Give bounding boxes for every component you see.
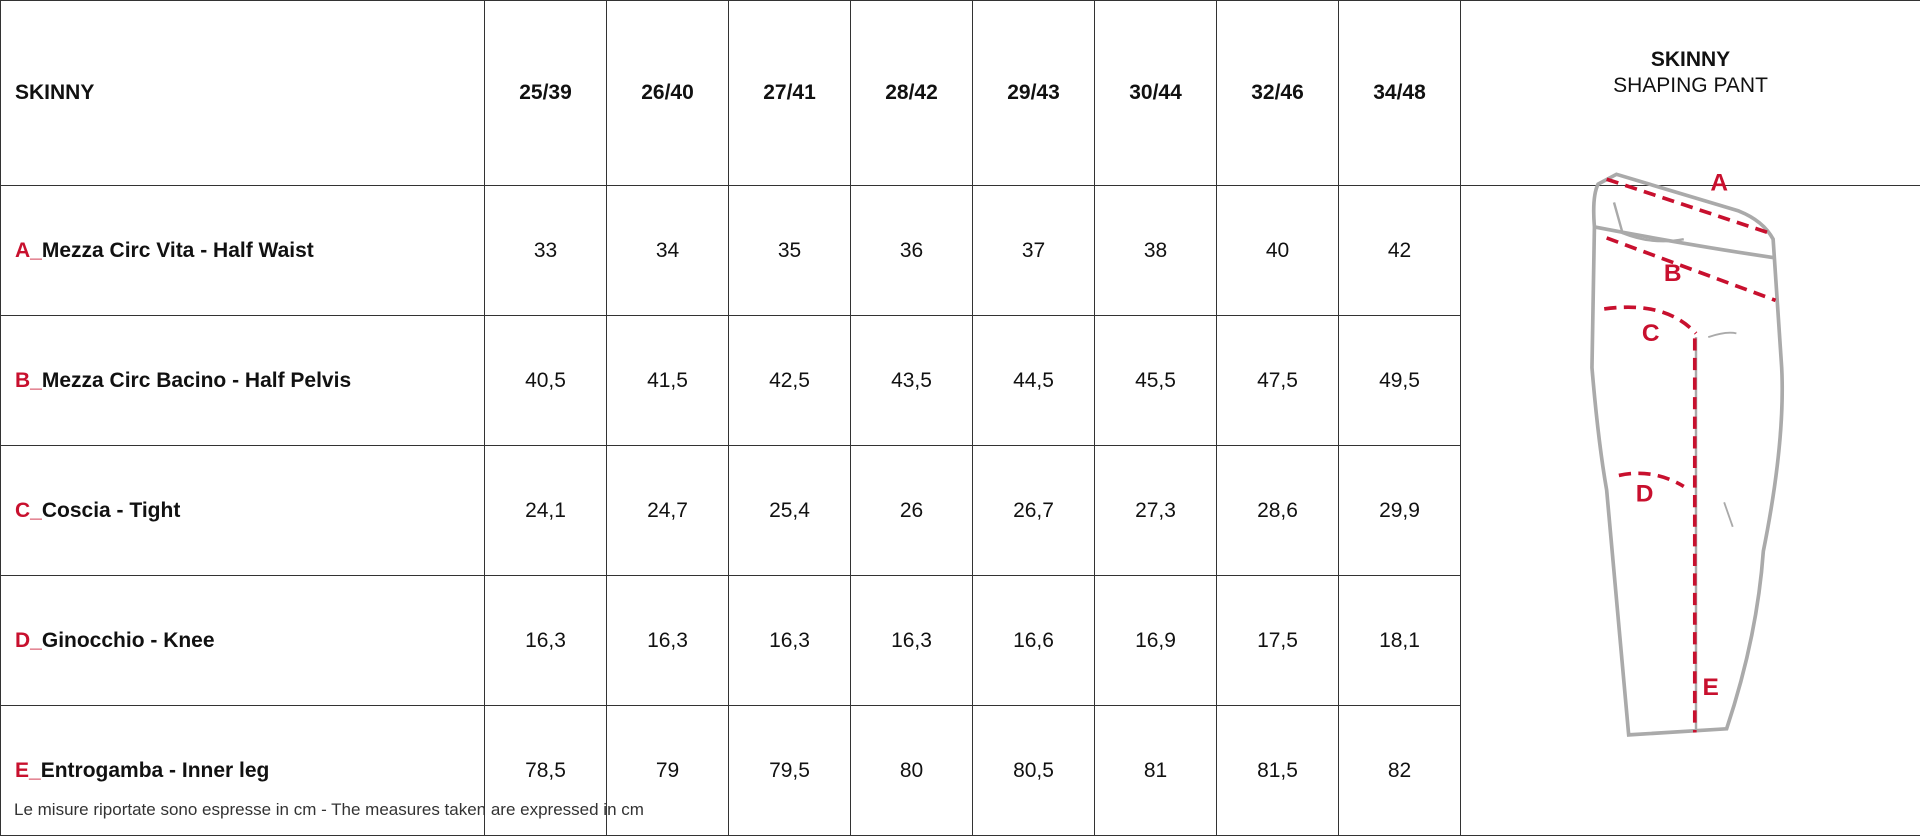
measure-value: 28,6	[1216, 445, 1339, 576]
measure-label: C_Coscia - Tight	[0, 445, 485, 576]
measure-value: 16,6	[972, 575, 1095, 706]
measure-value: 80	[850, 705, 973, 836]
size-header: 29/43	[972, 0, 1095, 186]
measure-row: E_Entrogamba - Inner leg 78,5 79 79,5 80 80,5…	[0, 705, 1920, 836]
size-header: 32/46	[1216, 0, 1339, 186]
measure-value: 16,3	[728, 575, 851, 706]
size-header: 27/41	[728, 0, 851, 186]
measure-label: A_Mezza Circ Vita - Half Waist	[0, 185, 485, 316]
measure-value: 29,9	[1338, 445, 1461, 576]
header-row: SKINNY 25/39 26/40 27/41 28/42 29/43 30/44 32/…	[0, 0, 1920, 186]
measure-value: 27,3	[1094, 445, 1217, 576]
measure-letter: B_	[15, 368, 42, 392]
measure-value: 26,7	[972, 445, 1095, 576]
size-header: 34/48	[1338, 0, 1461, 186]
measure-value: 37	[972, 185, 1095, 316]
measure-value: 45,5	[1094, 315, 1217, 446]
measure-value: 16,3	[606, 575, 729, 706]
measure-letter: D_	[15, 628, 42, 652]
measure-value: 42,5	[728, 315, 851, 446]
measure-value: 18,1	[1338, 575, 1461, 706]
measure-value: 79	[606, 705, 729, 836]
measure-value: 38	[1094, 185, 1217, 316]
product-title: SKINNY	[1650, 48, 1731, 71]
pants-outline	[1590, 172, 1785, 737]
measure-name: Ginocchio - Knee	[41, 628, 215, 652]
product-subtitle: SHAPING PANT	[1613, 74, 1768, 97]
diagram-label: A	[1710, 170, 1728, 197]
measure-value: 41,5	[606, 315, 729, 446]
size-header: 28/42	[850, 0, 973, 186]
measure-value: 17,5	[1216, 575, 1339, 706]
diagram-label: C	[1642, 320, 1660, 347]
measure-value: 47,5	[1216, 315, 1339, 446]
measure-row: B_Mezza Circ Bacino - Half Pelvis 40,5 41,…	[0, 315, 1920, 446]
measure-value: 78,5	[484, 705, 607, 836]
measure-letter: C_	[15, 498, 42, 522]
measure-label: E_Entrogamba - Inner leg	[0, 705, 485, 836]
measure-value: 42	[1338, 185, 1461, 316]
measure-value: 24,7	[606, 445, 729, 576]
measure-name: Mezza Circ Bacino - Half Pelvis	[41, 368, 352, 392]
pants-diagram: A B C D E	[1590, 170, 1785, 737]
measure-name: Entrogamba - Inner leg	[40, 758, 270, 782]
measure-value: 35	[728, 185, 851, 316]
measure-row: C_Coscia - Tight 24,1 24,7 25,4 26 26,7 27,3 28…	[0, 445, 1920, 576]
measure-value: 36	[850, 185, 973, 316]
measure-value: 25,4	[728, 445, 851, 576]
measure-row: A_Mezza Circ Vita - Half Waist 33 34 35 36 37…	[0, 185, 1920, 836]
measure-lines	[1603, 177, 1777, 733]
measure-value: 16,3	[850, 575, 973, 706]
measure-value: 16,9	[1094, 575, 1217, 706]
measure-value: 82	[1338, 705, 1461, 836]
diagram-label: B	[1664, 260, 1682, 287]
measure-value: 40	[1216, 185, 1339, 316]
footnote: Le misure riportate sono espresse in cm …	[14, 800, 644, 819]
measure-value: 80,5	[972, 705, 1095, 836]
measure-value: 40,5	[484, 315, 607, 446]
size-header: 30/44	[1094, 0, 1217, 186]
measure-value: 81	[1094, 705, 1217, 836]
size-header: 25/39	[484, 0, 607, 186]
header-label: SKINNY	[0, 0, 485, 186]
measure-value: 44,5	[972, 315, 1095, 446]
measure-value: 33	[484, 185, 607, 316]
measure-label: D_Ginocchio - Knee	[0, 575, 485, 706]
diagram-label: D	[1636, 480, 1654, 507]
measure-letter: A_	[15, 238, 42, 262]
measure-value: 81,5	[1216, 705, 1339, 836]
diagram-cell	[1460, 185, 1920, 836]
measure-value: 49,5	[1338, 315, 1461, 446]
measure-value: 34	[606, 185, 729, 316]
measure-name: Mezza Circ Vita - Half Waist	[41, 238, 314, 262]
measure-value: 16,3	[484, 575, 607, 706]
product-cell: SKINNY SHAPING PANT	[1460, 0, 1920, 186]
size-header: 26/40	[606, 0, 729, 186]
measure-value: 24,1	[484, 445, 607, 576]
diagram-label: E	[1703, 674, 1719, 701]
measure-row: D_Ginocchio - Knee 16,3 16,3 16,3 16,3 16,6 16…	[0, 575, 1920, 706]
measure-name: Coscia - Tight	[41, 498, 181, 522]
measure-value: 79,5	[728, 705, 851, 836]
measure-value: 26	[850, 445, 973, 576]
measure-letter: E_	[15, 758, 41, 782]
measure-value: 43,5	[850, 315, 973, 446]
measure-label: B_Mezza Circ Bacino - Half Pelvis	[0, 315, 485, 446]
